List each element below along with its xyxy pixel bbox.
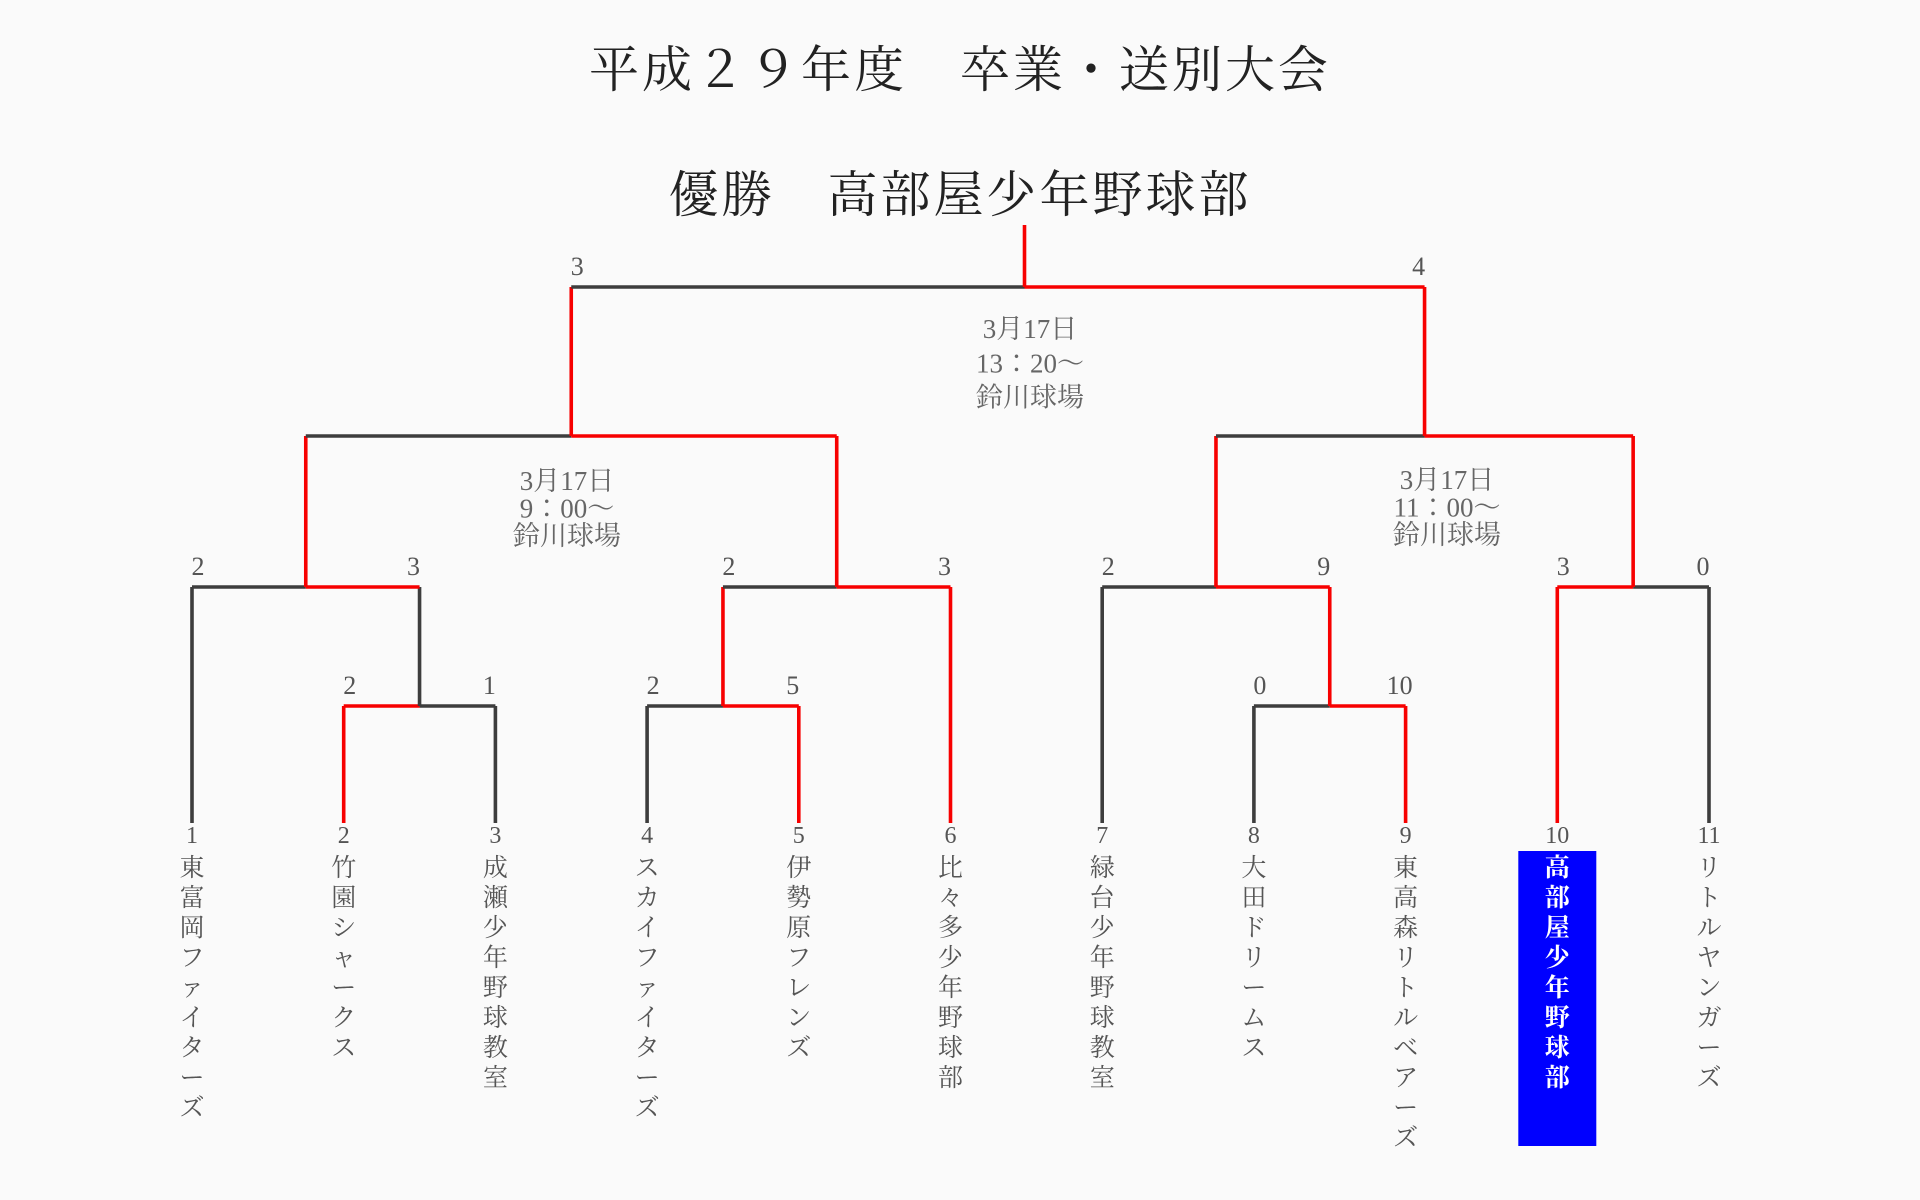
svg-text:2: 2 [338, 823, 350, 849]
svg-text:2: 2 [722, 552, 735, 581]
svg-text:2: 2 [192, 552, 205, 581]
svg-text:11: 11 [1697, 823, 1720, 849]
svg-text:0: 0 [1697, 552, 1710, 581]
svg-text:2: 2 [343, 671, 356, 700]
svg-text:東高森リトルベアーズ: 東高森リトルベアーズ [1393, 854, 1418, 1152]
svg-text:3: 3 [1557, 552, 1570, 581]
svg-text:3月17日: 3月17日 [520, 466, 615, 496]
svg-text:9: 9 [1317, 552, 1330, 581]
svg-text:スカイファイターズ: スカイファイターズ [635, 855, 660, 1122]
svg-text:0: 0 [1253, 671, 1266, 700]
svg-text:10: 10 [1387, 671, 1413, 700]
svg-text:5: 5 [786, 671, 799, 700]
svg-text:大田ドリームス: 大田ドリームス [1241, 854, 1266, 1062]
svg-text:竹園シャークス: 竹園シャークス [331, 854, 356, 1062]
svg-text:7: 7 [1096, 823, 1108, 849]
svg-text:伊勢原フレンズ: 伊勢原フレンズ [786, 854, 811, 1062]
svg-text:5: 5 [793, 823, 805, 849]
svg-text:10: 10 [1545, 823, 1569, 849]
svg-text:9: 9 [1400, 823, 1412, 849]
svg-text:3月17日: 3月17日 [983, 314, 1078, 344]
svg-text:2: 2 [647, 671, 660, 700]
svg-text:3: 3 [571, 252, 584, 281]
svg-text:11：00〜: 11：00〜 [1394, 493, 1501, 523]
svg-text:リトルヤンガーズ: リトルヤンガーズ [1696, 855, 1721, 1092]
svg-text:比々多少年野球部: 比々多少年野球部 [938, 855, 963, 1092]
svg-text:1: 1 [483, 671, 496, 700]
svg-text:4: 4 [1412, 252, 1425, 281]
svg-text:鈴川球場: 鈴川球場 [976, 383, 1084, 413]
svg-text:1: 1 [186, 823, 198, 849]
svg-text:鈴川球場: 鈴川球場 [513, 521, 621, 551]
svg-text:6: 6 [945, 823, 957, 849]
svg-text:8: 8 [1248, 823, 1260, 849]
svg-text:3: 3 [938, 552, 951, 581]
svg-text:鈴川球場: 鈴川球場 [1393, 520, 1501, 550]
svg-text:2: 2 [1102, 552, 1115, 581]
svg-text:3: 3 [489, 823, 501, 849]
svg-text:緑台少年野球教室: 緑台少年野球教室 [1090, 854, 1115, 1092]
svg-text:成瀬少年野球教室: 成瀬少年野球教室 [483, 854, 509, 1092]
svg-text:13：20〜: 13：20〜 [976, 348, 1084, 378]
svg-text:東富岡ファイターズ: 東富岡ファイターズ [179, 854, 204, 1122]
svg-text:4: 4 [641, 823, 653, 849]
svg-text:9：00〜: 9：00〜 [520, 494, 615, 524]
svg-text:3月17日: 3月17日 [1400, 465, 1495, 495]
svg-text:3: 3 [407, 552, 420, 581]
